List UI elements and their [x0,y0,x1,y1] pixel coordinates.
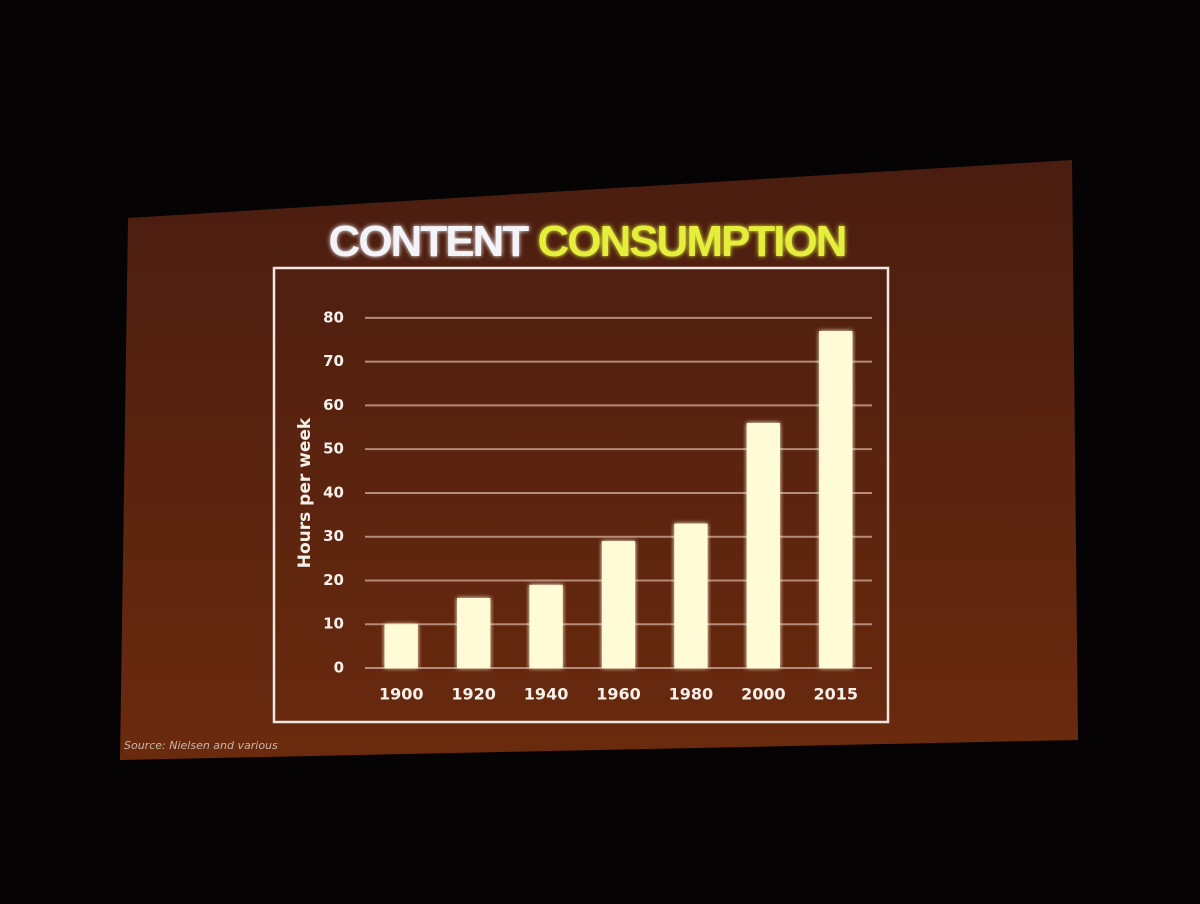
source-note: Source: Nielsen and various [124,739,278,752]
bar [819,331,853,668]
y-tick-label: 30 [323,527,344,545]
y-axis-label: Hours per week [295,417,315,568]
y-tick-label: 60 [323,396,344,414]
plot: 0 10 20 30 40 50 60 70 80 1900 1920 1940 1960 1980 200… [323,308,872,704]
title-part: CONSUMPTION [537,217,845,266]
y-tick-label: 10 [323,615,344,633]
title-part: CONTENT [329,217,530,266]
x-tick-label: 2015 [814,685,859,704]
bar [674,523,708,668]
y-tick-label: 80 [323,308,344,326]
x-tick-label: 1980 [669,685,714,704]
y-tick-label: 70 [323,352,344,370]
y-tick-label: 40 [323,483,344,501]
bar [456,597,491,668]
x-tick-label: 1920 [451,685,496,704]
chart-title: CONTENT CONSUMPTION [329,217,846,266]
y-tick-label: 50 [323,440,344,458]
x-tick-label: 1900 [379,685,424,704]
bar [384,624,418,668]
bar [746,422,781,668]
y-tick-label: 0 [334,659,344,677]
x-tick-label: 1960 [596,685,641,704]
y-tick-label: 20 [323,571,344,589]
x-tick-label: 2000 [741,685,786,704]
x-tick-label: 1940 [524,685,569,704]
bar [529,584,563,668]
bar [601,541,636,668]
chart-frame [272,266,890,724]
